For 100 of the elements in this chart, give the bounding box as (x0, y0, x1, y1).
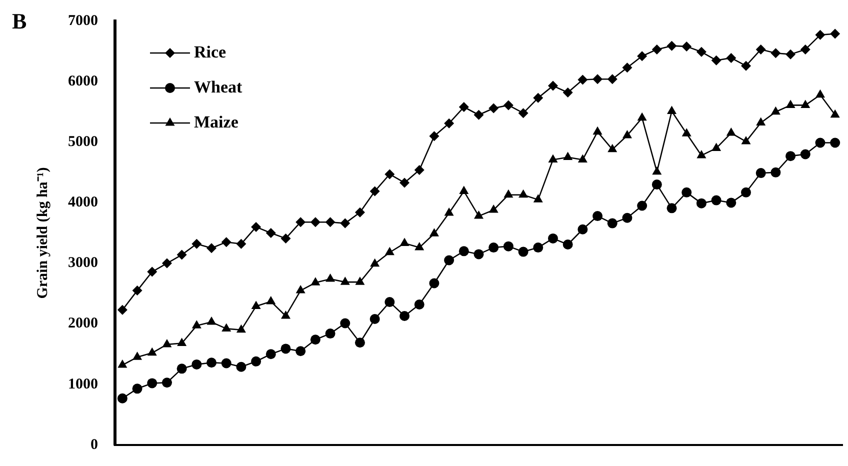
point (578, 224, 588, 234)
point (370, 258, 380, 267)
point (800, 44, 810, 54)
point (147, 266, 158, 277)
point (117, 304, 128, 315)
point (117, 393, 128, 404)
point (712, 142, 722, 151)
point (444, 208, 454, 216)
point (147, 378, 158, 388)
point (608, 144, 618, 152)
point (652, 44, 662, 54)
y-tick-label: 5000 (68, 134, 98, 150)
point (786, 151, 796, 162)
point (726, 198, 736, 208)
point (682, 128, 692, 136)
point (488, 204, 498, 213)
point (533, 242, 544, 253)
point (740, 60, 751, 71)
point (652, 166, 662, 175)
point (310, 334, 320, 345)
point (741, 136, 751, 144)
point (192, 320, 202, 328)
point (162, 338, 172, 348)
point (548, 154, 558, 162)
legend-label: Wheat (194, 77, 242, 96)
point (770, 106, 780, 115)
point (251, 222, 262, 232)
point (637, 200, 648, 211)
point (578, 74, 588, 85)
point (696, 150, 706, 158)
point (518, 108, 528, 118)
point (770, 48, 781, 58)
point (132, 384, 142, 394)
point (458, 102, 469, 112)
point (756, 168, 766, 178)
point (206, 358, 217, 368)
point (800, 149, 810, 160)
point (251, 300, 261, 310)
point (830, 138, 840, 148)
point (354, 338, 365, 348)
point (607, 74, 618, 84)
point (711, 195, 722, 206)
point (310, 217, 320, 228)
point (280, 233, 291, 244)
point (622, 212, 632, 223)
point (518, 189, 528, 198)
point (266, 296, 276, 304)
point (400, 238, 410, 246)
point (800, 100, 810, 108)
point (236, 324, 246, 333)
point (578, 154, 588, 162)
point (682, 187, 692, 198)
point (221, 237, 232, 248)
y-tick-label: 1000 (68, 376, 98, 392)
point (414, 165, 424, 176)
point (637, 51, 648, 62)
point (354, 207, 365, 218)
point (696, 46, 706, 57)
point (266, 228, 276, 238)
point (786, 100, 796, 108)
point (340, 276, 350, 285)
point (563, 152, 573, 160)
point (726, 128, 736, 136)
point (370, 186, 380, 196)
point (666, 106, 677, 114)
point (340, 318, 350, 328)
point (414, 299, 424, 310)
point (488, 242, 499, 253)
point (740, 187, 751, 198)
point (562, 240, 573, 250)
point (444, 255, 454, 266)
point (162, 378, 172, 388)
point (221, 358, 232, 368)
point (192, 238, 202, 249)
point (206, 316, 216, 325)
point (370, 314, 380, 324)
point (726, 52, 736, 63)
point (756, 44, 766, 54)
point (310, 277, 320, 286)
point (236, 362, 246, 372)
point (488, 103, 499, 114)
point (830, 28, 840, 39)
point (652, 180, 662, 190)
point (296, 217, 306, 228)
y-tick-label: 3000 (68, 255, 98, 272)
point (429, 278, 440, 288)
point (474, 110, 484, 120)
point (711, 55, 722, 66)
point (786, 49, 796, 60)
point (770, 167, 781, 178)
point (206, 243, 217, 254)
point (296, 285, 306, 294)
y-tick-label: 0 (90, 436, 98, 453)
point (325, 217, 336, 228)
point (562, 87, 573, 98)
legend-label: Rice (194, 42, 227, 62)
point (222, 323, 232, 332)
point (815, 30, 826, 40)
y-axis-title: Grain yield (kg ha⁻¹) (34, 167, 51, 299)
point (474, 210, 484, 219)
